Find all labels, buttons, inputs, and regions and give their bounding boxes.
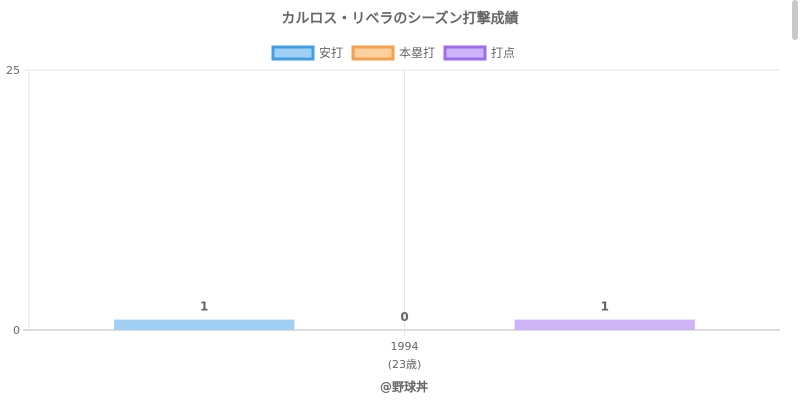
y-tick-label: 0 — [13, 324, 20, 337]
x-axis: 1994 (23歳) — [388, 340, 422, 371]
y-axis: 0 25 — [6, 64, 20, 337]
x-tick-sublabel: (23歳) — [388, 358, 422, 371]
bars: 1 0 1 — [114, 300, 695, 330]
legend-item[interactable]: 安打 — [271, 45, 343, 61]
chart-title: カルロス・リベラのシーズン打撃成績 — [281, 10, 518, 27]
data-label: 0 — [400, 310, 408, 324]
bar[interactable] — [514, 319, 695, 330]
legend-swatch — [443, 45, 487, 61]
data-label: 1 — [200, 300, 208, 314]
bar[interactable] — [114, 319, 295, 330]
legend: 安打 本塁打 打点 — [271, 45, 515, 61]
legend-item[interactable]: 本塁打 — [351, 45, 435, 61]
data-label: 1 — [601, 300, 609, 314]
legend-item[interactable]: 打点 — [443, 45, 515, 61]
legend-label: 安打 — [319, 45, 343, 60]
credit-label: @野球丼 — [380, 379, 428, 394]
legend-swatch — [271, 45, 315, 61]
legend-label: 打点 — [491, 46, 515, 60]
grid — [23, 69, 780, 336]
x-tick-label: 1994 — [391, 340, 419, 353]
y-tick-label: 25 — [6, 64, 20, 77]
scrollbar[interactable] — [792, 0, 798, 40]
legend-swatch — [351, 45, 395, 61]
legend-label: 本塁打 — [399, 46, 435, 60]
